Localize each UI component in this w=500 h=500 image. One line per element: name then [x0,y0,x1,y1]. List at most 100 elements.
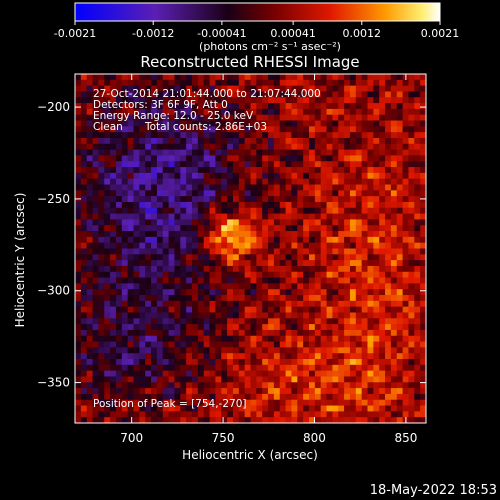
heatmap-cell [338,225,345,232]
heatmap-cell [396,143,403,151]
heatmap-cell [168,359,175,366]
heatmap-cell [402,167,409,174]
heatmap-cell [227,359,234,366]
heatmap-cell [168,120,175,127]
heatmap-cell [145,289,152,296]
heatmap-cell [309,370,316,377]
heatmap-cell [256,108,263,116]
heatmap-cell [414,190,421,197]
heatmap-cell [349,132,357,139]
heatmap-cell [402,149,409,156]
heatmap-cell [168,376,175,383]
heatmap-cell [338,161,345,168]
heatmap-cell [92,231,99,238]
heatmap-cell [256,143,263,151]
heatmap-cell [279,248,286,255]
heatmap-cell [314,178,322,185]
heatmap-cell [320,405,327,412]
heatmap-cell [186,74,193,81]
heatmap-cell [104,219,111,226]
heatmap-cell [408,341,415,348]
heatmap-cell [121,370,129,377]
heatmap-cell [86,312,93,319]
heatmap-cell [390,126,398,133]
heatmap-cell [180,399,187,406]
heatmap-cell [268,207,275,214]
heatmap-cell [180,132,187,139]
heatmap-cell [86,74,93,81]
heatmap-cell [98,265,105,273]
heatmap-cell [303,201,310,209]
heatmap-cell [338,341,345,348]
heatmap-cell [344,155,351,162]
heatmap-cell [268,388,275,395]
heatmap-cell [279,242,286,249]
heatmap-cell [174,248,181,255]
heatmap-cell [262,417,269,423]
heatmap-cell [80,242,88,249]
heatmap-cell [209,376,216,383]
heatmap-cell [303,359,310,366]
heatmap-cell [338,85,345,92]
heatmap-cell [373,417,380,423]
heatmap-cell [338,265,345,273]
heatmap-cell [408,295,415,302]
heatmap-cell [110,359,117,366]
heatmap-cell [396,167,403,174]
heatmap-cell [414,417,421,423]
heatmap-cell [86,417,93,423]
heatmap-cell [92,382,99,389]
heatmap-cell [192,254,199,261]
heatmap-cell [209,201,216,209]
heatmap-cell [256,399,263,406]
heatmap-cell [227,85,234,92]
heatmap-cell [314,172,322,180]
heatmap-cell [297,103,304,110]
plot-frame [74,73,427,424]
heatmap-cell [361,172,368,180]
heatmap-cell [151,103,158,110]
heatmap-cell [414,161,421,168]
heatmap-cell [151,411,158,418]
heatmap-cell [268,184,275,191]
heatmap-cell [215,132,222,139]
heatmap-cell [396,283,403,290]
heatmap-cell [332,399,339,406]
heatmap-cell [291,341,298,348]
heatmap-cell [121,306,129,313]
heatmap-cell [303,190,310,197]
heatmap-cell [320,347,327,354]
heatmap-cell [326,196,333,203]
heatmap-cell [285,382,292,389]
heatmap-cell [104,91,111,98]
heatmap-cell [355,283,363,290]
heatmap-cell [86,324,93,331]
heatmap-cell [344,103,351,110]
heatmap-cell [156,231,164,238]
heatmap-cell [151,178,158,185]
heatmap-cell [80,178,88,185]
heatmap-cell [192,149,199,156]
heatmap-cell [209,85,216,92]
heatmap-cell [139,172,146,180]
heatmap-cell [262,254,269,261]
heatmap-cell [186,405,193,412]
heatmap-cell [291,295,298,302]
heatmap-cell [98,417,105,423]
heatmap-cell [320,201,327,209]
heatmap-cell [133,190,140,197]
heatmap-cell [273,85,281,92]
heatmap-cell [139,289,146,296]
heatmap-cell [197,161,205,168]
heatmap-cell [414,155,421,162]
heatmap-cell [309,85,316,92]
heatmap-cell [273,300,281,308]
heatmap-cell [162,388,169,395]
heatmap-cell [273,74,281,81]
heatmap-cell [361,225,368,232]
heatmap-cell [303,231,310,238]
heatmap-cell [115,341,123,348]
heatmap-cell [262,143,269,151]
heatmap-cell [215,318,222,325]
heatmap-cell [203,393,210,401]
